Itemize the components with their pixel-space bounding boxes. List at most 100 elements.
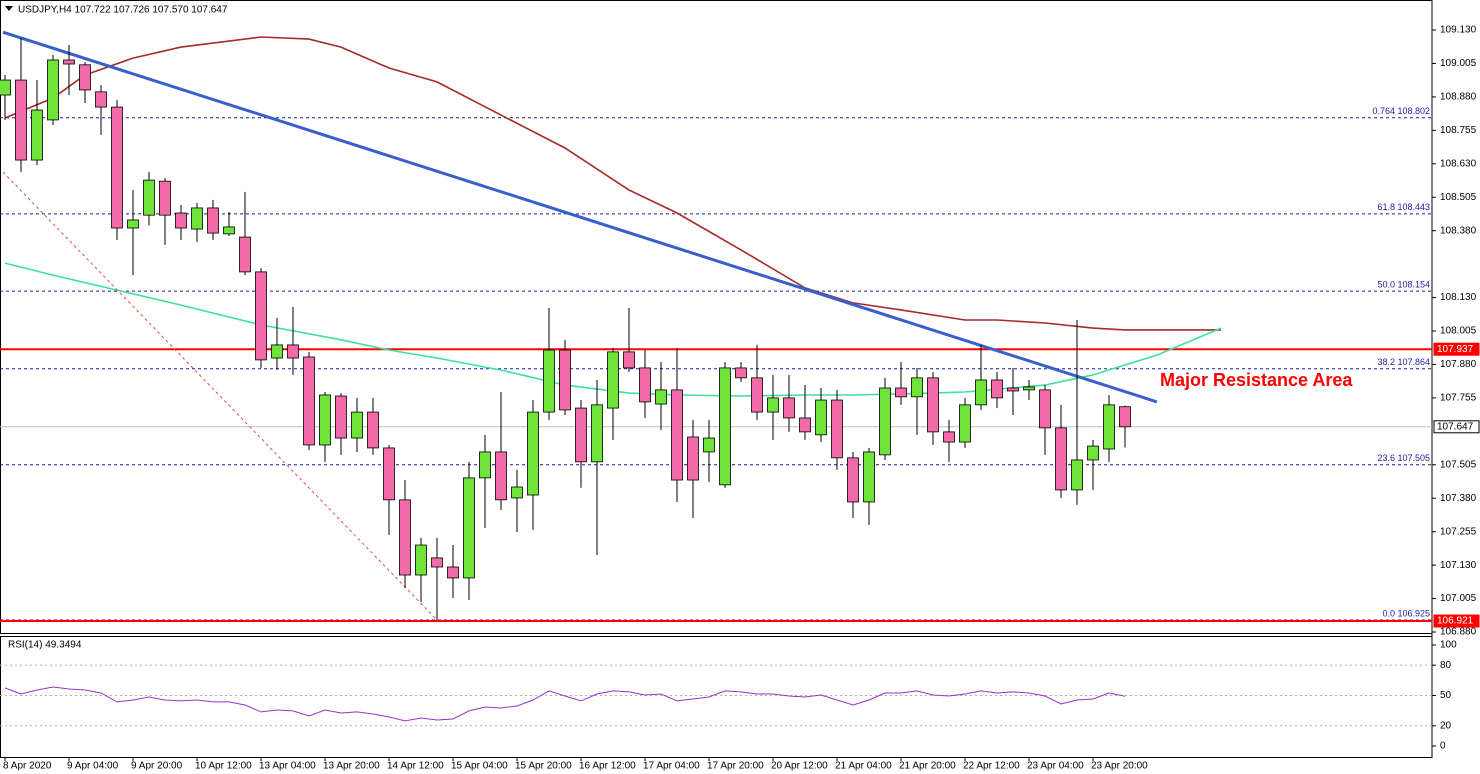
candle-body [47, 59, 59, 121]
candle-body [543, 349, 555, 413]
candle-body [143, 179, 155, 216]
price-tag-label: 107.937 [1437, 344, 1474, 355]
y-tick-label: 107.880 [1440, 359, 1477, 370]
y-tick-label: 0 [1440, 741, 1446, 752]
candle-body [319, 394, 331, 446]
menu-triangle [5, 6, 13, 11]
candle-body [1055, 427, 1067, 491]
x-tick-label: 23 Apr 04:00 [1027, 761, 1084, 772]
indicator-line [4, 262, 1222, 397]
chart-header: USDJPY,H4 107.722 107.726 107.570 107.64… [18, 5, 228, 16]
candle-body [15, 79, 27, 161]
candle-body [943, 431, 955, 443]
candle-body [559, 349, 571, 411]
candle-body [1039, 389, 1051, 429]
candle-body [111, 106, 123, 229]
y-tick-label: 108.630 [1440, 158, 1477, 169]
x-tick-label: 16 Apr 12:00 [579, 761, 636, 772]
price-tag [1433, 342, 1480, 356]
y-tick-label: 100 [1440, 640, 1457, 651]
candle-body [0, 79, 11, 96]
price-tag [1433, 420, 1480, 434]
candle-body [975, 379, 987, 406]
candle-body [1071, 459, 1083, 491]
candle-body [303, 356, 315, 446]
candle-body [991, 379, 1003, 399]
candle-body [959, 404, 971, 443]
x-tick-label: 9 Apr 20:00 [131, 761, 183, 772]
indicator-line [2, 30, 1158, 404]
candle-body [623, 351, 635, 369]
y-tick-label: 109.130 [1440, 25, 1477, 36]
y-tick-label: 107.005 [1440, 593, 1477, 604]
candle-body [671, 389, 683, 481]
indicator-line [2, 171, 438, 621]
y-tick-label: 108.880 [1440, 92, 1477, 103]
candle-body [239, 236, 251, 273]
fib-label: 61.8 108.443 [1377, 202, 1430, 212]
candle-body [31, 109, 43, 161]
candle-body [783, 397, 795, 419]
candle-body [927, 377, 939, 433]
candle-body [831, 399, 843, 459]
y-tick-label: 80 [1440, 660, 1452, 671]
overlay: 109.130 109.005 108.880 108.755 108.630 108.5… [3, 25, 1480, 772]
candle-body [703, 437, 715, 453]
y-tick-label: 107.505 [1440, 459, 1477, 470]
candle-body [63, 59, 75, 65]
x-tick-label: 14 Apr 12:00 [387, 761, 444, 772]
price-tag-label: 106.921 [1437, 616, 1474, 627]
y-tick-label: 107.130 [1440, 560, 1477, 571]
x-tick-label: 13 Apr 04:00 [259, 761, 316, 772]
candle-body [447, 566, 459, 579]
price-tag [1433, 614, 1480, 628]
y-tick-label: 20 [1440, 720, 1452, 731]
candle-body [415, 544, 427, 576]
main-panel [0, 0, 1433, 634]
y-tick-label: 108.505 [1440, 192, 1477, 203]
candle-body [719, 367, 731, 486]
candle-body [399, 499, 411, 576]
fib-label: 38.2 107.864 [1377, 357, 1430, 367]
candle-body [367, 411, 379, 449]
candle-body [255, 271, 267, 361]
indicator-line [4, 36, 1221, 331]
y-tick-label: 107.755 [1440, 393, 1477, 404]
candle-body [191, 207, 203, 230]
y-tick-label: 106.880 [1440, 627, 1477, 638]
price-tag-label: 107.647 [1437, 421, 1474, 432]
candle-body [479, 451, 491, 479]
candle-body [607, 351, 619, 409]
y-tick-label: 108.130 [1440, 292, 1477, 303]
y-tick-label: 50 [1440, 690, 1452, 701]
fib-label: 0.0 106.925 [1382, 608, 1430, 618]
y-tick-label: 108.755 [1440, 125, 1477, 136]
fib-label: 0.764 108.802 [1372, 106, 1430, 116]
x-tick-label: 17 Apr 04:00 [643, 761, 700, 772]
candle-body [1103, 404, 1115, 450]
candle-body [95, 91, 107, 108]
x-tick-label: 13 Apr 20:00 [323, 761, 380, 772]
x-tick-label: 17 Apr 20:00 [707, 761, 764, 772]
x-tick-label: 21 Apr 20:00 [899, 761, 956, 772]
candle-body [175, 212, 187, 229]
candle-body [79, 64, 91, 91]
candle-body [591, 404, 603, 463]
x-tick-label: 20 Apr 12:00 [771, 761, 828, 772]
candle-body [1007, 387, 1019, 392]
fib-label: 50.0 108.154 [1377, 280, 1430, 290]
x-tick-label: 8 Apr 2020 [3, 761, 52, 772]
candle-body [287, 344, 299, 359]
candle-body [271, 344, 283, 359]
main-plot: 0.764 108.802 61.8 108.443 50.0 108.154 38.… [0, 30, 1432, 623]
y-tick-label: 108.380 [1440, 225, 1477, 236]
candle-body [335, 395, 347, 439]
candle-body [127, 219, 139, 229]
candle-body [799, 417, 811, 433]
fib-label: 23.6 107.505 [1377, 453, 1430, 463]
rsi-plot [0, 664, 1432, 727]
candle-body [639, 367, 651, 403]
x-tick-label: 9 Apr 04:00 [67, 761, 119, 772]
x-tick-label: 21 Apr 04:00 [835, 761, 892, 772]
